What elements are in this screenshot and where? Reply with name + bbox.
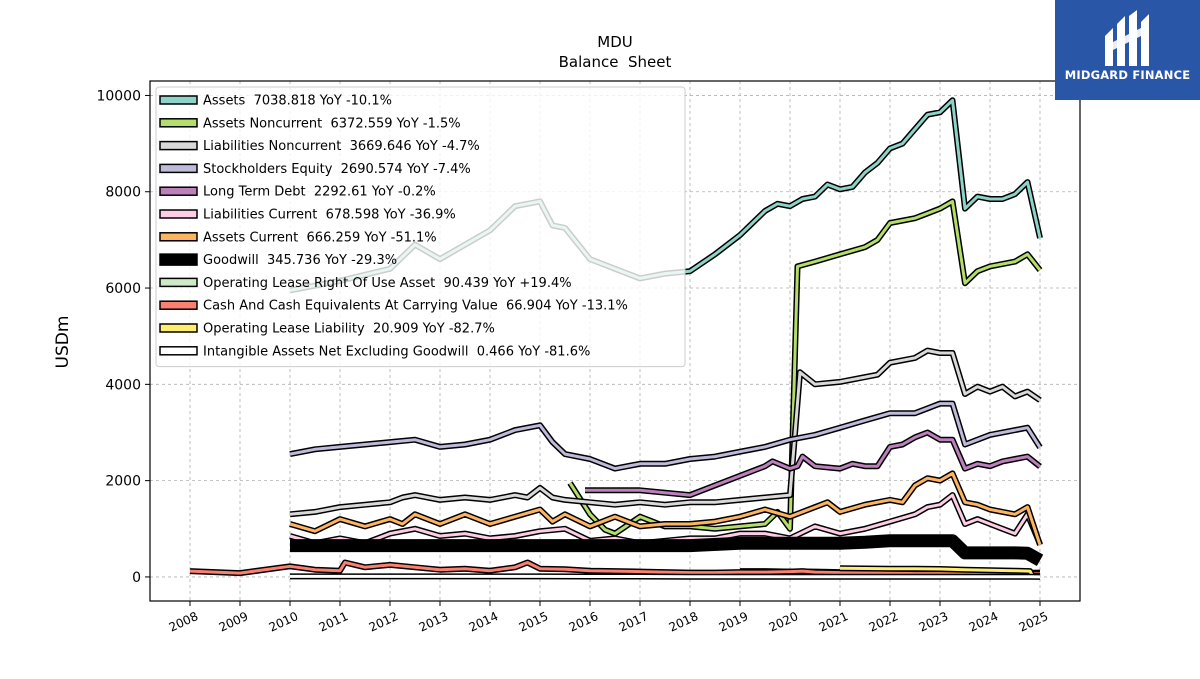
legend: Assets 7038.818 YoY -10.1% Assets Noncurr… bbox=[155, 86, 686, 368]
legend-swatch bbox=[159, 140, 198, 151]
legend-swatch bbox=[159, 300, 198, 310]
series-layer bbox=[189, 97, 1044, 580]
x-tick-label: 2025 bbox=[1017, 609, 1051, 635]
midgard-finance-logo: MIDGARD FINANCE bbox=[1055, 0, 1200, 100]
chart-subtitle: Balance Sheet bbox=[559, 53, 672, 71]
brand-name: MIDGARD FINANCE bbox=[1064, 68, 1191, 82]
x-tick-label: 2023 bbox=[917, 609, 951, 635]
x-tick-label: 2019 bbox=[717, 609, 751, 635]
series-line bbox=[290, 574, 1041, 579]
series-line bbox=[585, 431, 1041, 497]
legend-label: Long Term Debt 2292.61 YoY -0.2% bbox=[203, 185, 436, 200]
x-tick-label: 2008 bbox=[167, 609, 201, 635]
y-tick-label: 10000 bbox=[96, 88, 141, 104]
x-tick-label: 2010 bbox=[267, 609, 301, 635]
x-tick-label: 2018 bbox=[667, 609, 701, 635]
x-tick-label: 2022 bbox=[867, 609, 901, 635]
series-line bbox=[568, 199, 1042, 536]
legend-label: Liabilities Current 678.598 YoY -36.9% bbox=[203, 208, 456, 223]
series-line-outline bbox=[289, 400, 1043, 472]
y-tick-label: 4000 bbox=[105, 377, 141, 393]
x-tick-label: 2009 bbox=[217, 609, 251, 635]
legend-label: Assets 7038.818 YoY -10.1% bbox=[203, 94, 392, 109]
x-tick-label: 2013 bbox=[417, 609, 451, 635]
x-tick-label: 2015 bbox=[517, 609, 551, 635]
series-line bbox=[289, 471, 1042, 546]
y-tick-label: 6000 bbox=[105, 281, 141, 297]
x-tick-label: 2024 bbox=[967, 609, 1001, 635]
y-tick-label: 2000 bbox=[105, 474, 141, 490]
series-line bbox=[289, 493, 1042, 545]
series-line bbox=[189, 561, 1041, 576]
x-tick-label: 2020 bbox=[767, 609, 801, 635]
legend-box bbox=[155, 86, 686, 368]
legend-label: Operating Lease Right Of Use Asset 90.43… bbox=[203, 276, 572, 291]
plot-frame bbox=[149, 80, 1081, 602]
legend-swatch bbox=[159, 163, 198, 174]
y-tick-label: 0 bbox=[132, 570, 141, 586]
series-line bbox=[839, 566, 1040, 578]
x-tick-label: 2011 bbox=[317, 609, 351, 635]
legend-label: Cash And Cash Equivalents At Carrying Va… bbox=[203, 299, 628, 314]
x-tick-label: 2016 bbox=[567, 609, 601, 635]
legend-swatch bbox=[159, 118, 198, 128]
legend-label: Goodwill 345.736 YoY -29.3% bbox=[203, 253, 397, 268]
series-line bbox=[289, 402, 1042, 471]
y-tick-label: 8000 bbox=[105, 185, 141, 201]
chart-title: MDU bbox=[597, 33, 632, 51]
legend-label: Assets Current 666.259 YoY -51.1% bbox=[203, 230, 437, 245]
midgard-logo-icon bbox=[1105, 10, 1149, 66]
legend-swatch bbox=[159, 232, 198, 242]
legend-swatch bbox=[159, 95, 198, 105]
legend-swatch bbox=[159, 253, 198, 266]
legend-swatch bbox=[159, 323, 198, 333]
x-tick-label: 2012 bbox=[367, 609, 401, 635]
legend-swatch bbox=[159, 209, 198, 219]
legend-label: Intangible Assets Net Excluding Goodwill… bbox=[203, 344, 590, 359]
x-tick-label: 2014 bbox=[467, 609, 501, 635]
legend-label: Operating Lease Liability 20.909 YoY -82… bbox=[203, 322, 495, 337]
y-axis-label: USDm bbox=[53, 316, 73, 369]
legend-label: Assets Noncurrent 6372.559 YoY -1.5% bbox=[203, 116, 461, 131]
legend-label: Liabilities Noncurrent 3669.646 YoY -4.7… bbox=[203, 139, 480, 154]
series-line bbox=[289, 349, 1041, 516]
series-line bbox=[290, 535, 1043, 565]
legend-label: Stockholders Equity 2690.574 YoY -7.4% bbox=[203, 162, 471, 177]
x-tick-label: 2021 bbox=[817, 609, 851, 635]
legend-swatch bbox=[159, 186, 198, 196]
x-tick-label: 2017 bbox=[617, 609, 651, 635]
legend-swatch bbox=[159, 277, 198, 288]
legend-swatch bbox=[159, 346, 198, 356]
